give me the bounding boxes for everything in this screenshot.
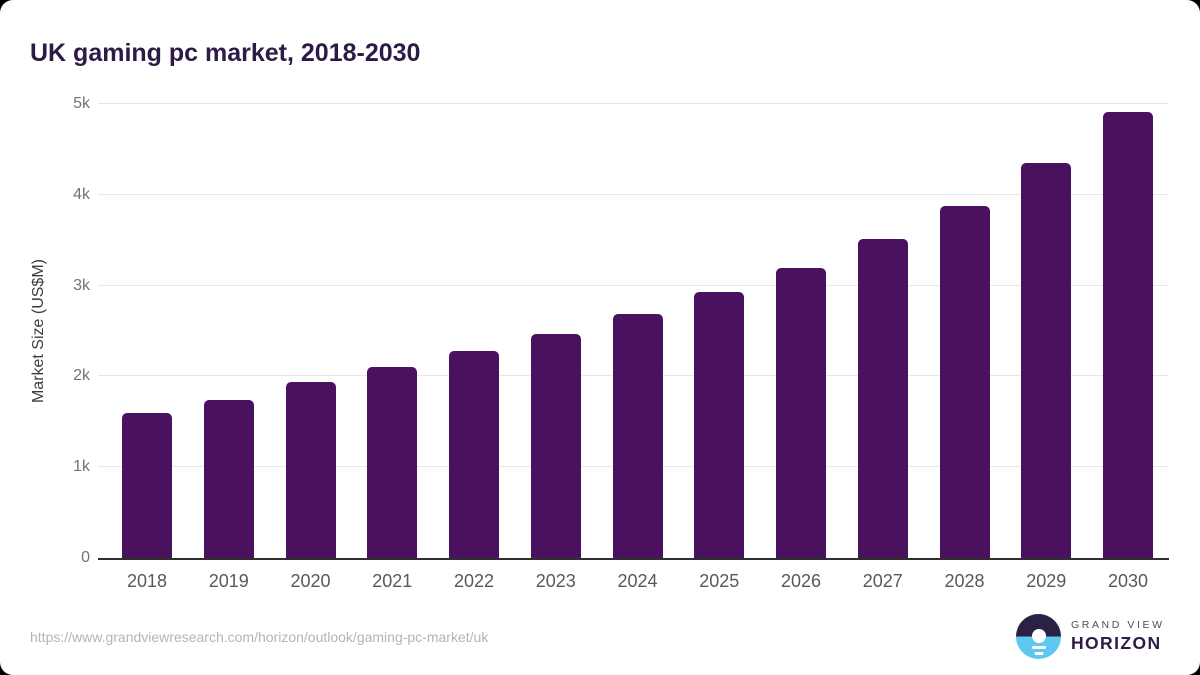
x-tick-label: 2029 <box>1026 571 1067 591</box>
x-tick-label: 2019 <box>208 571 249 591</box>
bar-2019 <box>203 399 254 558</box>
bar-2026 <box>776 268 826 558</box>
y-tick-label: 0 <box>81 549 90 566</box>
brand-name-bottom: HORIZON <box>1071 632 1162 653</box>
gridline <box>98 193 1169 195</box>
x-tick-label: 2027 <box>862 571 903 591</box>
bar-2029 <box>1021 163 1072 558</box>
x-tick-label: 2023 <box>535 571 576 591</box>
x-tick-label: 2022 <box>453 571 495 591</box>
bar-2022 <box>449 350 499 558</box>
x-tick-label: 2026 <box>780 571 822 591</box>
brand-logo-text: GRAND VIEW HORIZON <box>1071 620 1165 653</box>
x-tick-label: 2020 <box>290 571 331 591</box>
x-tick-label: 2025 <box>699 571 740 591</box>
x-tick-label: 2030 <box>1107 571 1149 591</box>
y-tick-label: 4k <box>73 185 90 203</box>
source-url: https://www.grandviewresearch.com/horizo… <box>30 629 489 645</box>
x-tick-label: 2028 <box>944 571 985 591</box>
horizon-reflection-line <box>1031 646 1046 649</box>
bar-2020 <box>285 382 336 558</box>
sun-icon <box>1031 629 1046 643</box>
bar-2024 <box>612 314 663 558</box>
brand-logo: GRAND VIEW HORIZON <box>1016 614 1165 659</box>
x-tick-label: 2018 <box>126 571 168 591</box>
gridline <box>98 103 1169 104</box>
bar-2028 <box>939 205 990 558</box>
y-tick-label: 3k <box>73 276 90 294</box>
bar-2023 <box>530 334 581 558</box>
x-tick-label: 2021 <box>372 571 413 591</box>
bar-2030 <box>1103 112 1153 558</box>
x-tick-label: 2024 <box>617 571 658 591</box>
y-tick-label: 2k <box>73 367 90 385</box>
horizon-reflection-line <box>1034 651 1043 655</box>
plot-area: 0 1k 2k 3k 4k 5k 2018 2019 2020 2021 2022 2023 2024 2… <box>73 95 1169 591</box>
bar-2027 <box>857 239 908 558</box>
bar-2018 <box>122 413 172 558</box>
y-tick-label: 5k <box>73 95 90 112</box>
y-tick-label: 1k <box>73 458 90 476</box>
y-axis-title: Market Size (US$M) <box>30 258 47 404</box>
horizon-logo-icon <box>1016 614 1061 659</box>
bar-2025 <box>694 291 745 558</box>
brand-name-top: GRAND VIEW <box>1071 619 1165 632</box>
chart-title: UK gaming pc market, 2018-2030 <box>30 38 421 67</box>
gridline <box>98 284 1169 286</box>
bar-2021 <box>367 366 418 558</box>
